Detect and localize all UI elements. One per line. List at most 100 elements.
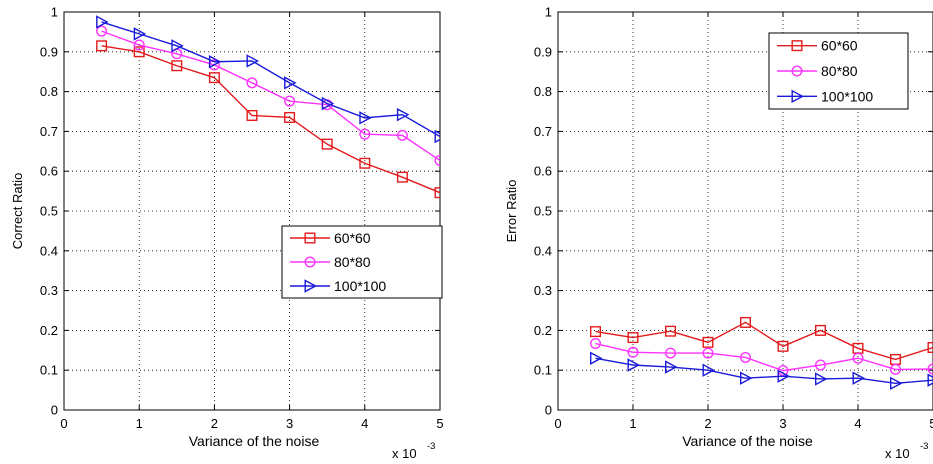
y-tick-label: 0.7 <box>534 124 552 139</box>
chart-correct-ratio: 0 0.1 0.2 0.3 0.4 0.5 0.6 0.7 0.8 0.9 1 0 1 2 3 4 5 Varia… <box>10 5 444 462</box>
series-line <box>101 21 440 138</box>
x-tick-label: 3 <box>779 416 786 431</box>
y-tick-label: 0.3 <box>40 283 58 298</box>
series-60x60 <box>96 40 440 199</box>
y-tick-label: 1 <box>51 5 58 20</box>
y-tick-label: 0.5 <box>534 204 552 219</box>
y-tick-label: 0.7 <box>40 124 58 139</box>
legend-label: 100*100 <box>334 278 386 294</box>
x-multiplier-base: x 10 <box>885 446 910 461</box>
data-point <box>777 340 789 352</box>
y-tick-label: 0.8 <box>534 84 552 99</box>
data-point <box>208 72 220 84</box>
data-point <box>434 129 440 144</box>
y-tick-label: 0.4 <box>40 243 58 258</box>
x-tick-label: 0 <box>554 416 561 431</box>
y-axis-label: Error Ratio <box>504 180 519 243</box>
data-point <box>665 347 677 359</box>
y-tick-label: 0.4 <box>534 243 552 258</box>
data-point <box>740 371 753 385</box>
series-layer <box>96 15 440 199</box>
x-tick-label: 5 <box>929 416 933 431</box>
legend-marker <box>791 89 805 104</box>
data-point <box>590 338 602 350</box>
series-60x60 <box>590 316 933 365</box>
legend-label: 60*60 <box>334 230 371 246</box>
y-tick-label: 0.8 <box>40 84 58 99</box>
legend: 60*60 80*80 100*100 <box>281 225 443 299</box>
y-tick-label: 0.5 <box>40 204 58 219</box>
series-80x80 <box>590 338 933 377</box>
data-point <box>927 342 933 354</box>
legend-label: 80*80 <box>334 254 371 270</box>
x-tick-label: 5 <box>436 416 443 431</box>
data-point <box>815 372 828 386</box>
data-point <box>702 347 714 359</box>
data-point <box>852 371 866 385</box>
legend: 60*60 80*80 100*100 <box>768 32 909 110</box>
data-point <box>396 129 408 141</box>
data-point <box>96 40 108 52</box>
data-point <box>434 187 440 199</box>
x-axis-label: Variance of the noise <box>682 433 813 449</box>
data-point <box>246 77 258 89</box>
data-point <box>852 352 864 364</box>
series-80x80 <box>96 25 440 166</box>
data-point <box>627 346 639 358</box>
chart-error-ratio: 0 0.1 0.2 0.3 0.4 0.5 0.6 0.7 0.8 0.9 1 0 1 2 3 4 5 Varia… <box>504 5 933 461</box>
y-tick-label: 0.9 <box>534 44 552 59</box>
legend-marker <box>304 232 316 244</box>
legend-marker <box>304 256 316 268</box>
data-point <box>171 60 183 72</box>
data-point <box>96 25 108 37</box>
y-tick-label: 0.1 <box>40 363 58 378</box>
x-tick-label: 4 <box>361 416 368 431</box>
data-point <box>740 351 752 363</box>
data-point <box>284 111 296 123</box>
data-point <box>359 111 372 125</box>
x-multiplier-exponent: -3 <box>920 441 928 452</box>
data-point <box>133 39 145 51</box>
data-point <box>396 171 408 183</box>
y-tick-label: 0.1 <box>534 363 552 378</box>
data-point <box>321 96 335 111</box>
data-point <box>702 336 714 348</box>
legend-item: 80*80 <box>777 63 858 79</box>
legend-item: 100*100 <box>290 278 386 294</box>
data-point <box>284 76 297 90</box>
data-point <box>665 325 677 337</box>
series-line <box>101 45 440 194</box>
data-point <box>359 157 371 169</box>
data-point <box>246 109 258 121</box>
data-point <box>246 54 260 68</box>
x-tick-label: 0 <box>60 416 67 431</box>
legend-item: 60*60 <box>290 230 371 246</box>
data-point <box>133 27 147 41</box>
y-axis-label: Correct Ratio <box>10 173 25 250</box>
data-point <box>815 324 827 336</box>
legend-item: 80*80 <box>290 254 371 270</box>
data-point <box>890 376 903 391</box>
grid <box>64 12 440 410</box>
data-point <box>133 46 145 58</box>
x-tick-label: 1 <box>629 416 636 431</box>
data-point <box>434 154 440 166</box>
x-multiplier-exponent: -3 <box>427 441 435 452</box>
data-point <box>359 128 371 140</box>
legend-label: 60*60 <box>821 38 858 54</box>
legend-label: 80*80 <box>821 63 858 79</box>
data-point <box>927 373 933 387</box>
y-tick-label: 0.2 <box>534 323 552 338</box>
y-tick-label: 0.9 <box>40 44 58 59</box>
legend-label: 100*100 <box>821 88 873 104</box>
series-layer <box>590 316 933 391</box>
data-point <box>171 39 184 53</box>
data-point <box>665 360 678 374</box>
y-tick-label: 0.6 <box>534 164 552 179</box>
legend-marker <box>791 65 803 77</box>
data-point <box>627 332 639 344</box>
y-tick-label: 0.3 <box>534 283 552 298</box>
data-point <box>890 363 902 375</box>
x-axis-label: Variance of the noise <box>189 433 320 449</box>
